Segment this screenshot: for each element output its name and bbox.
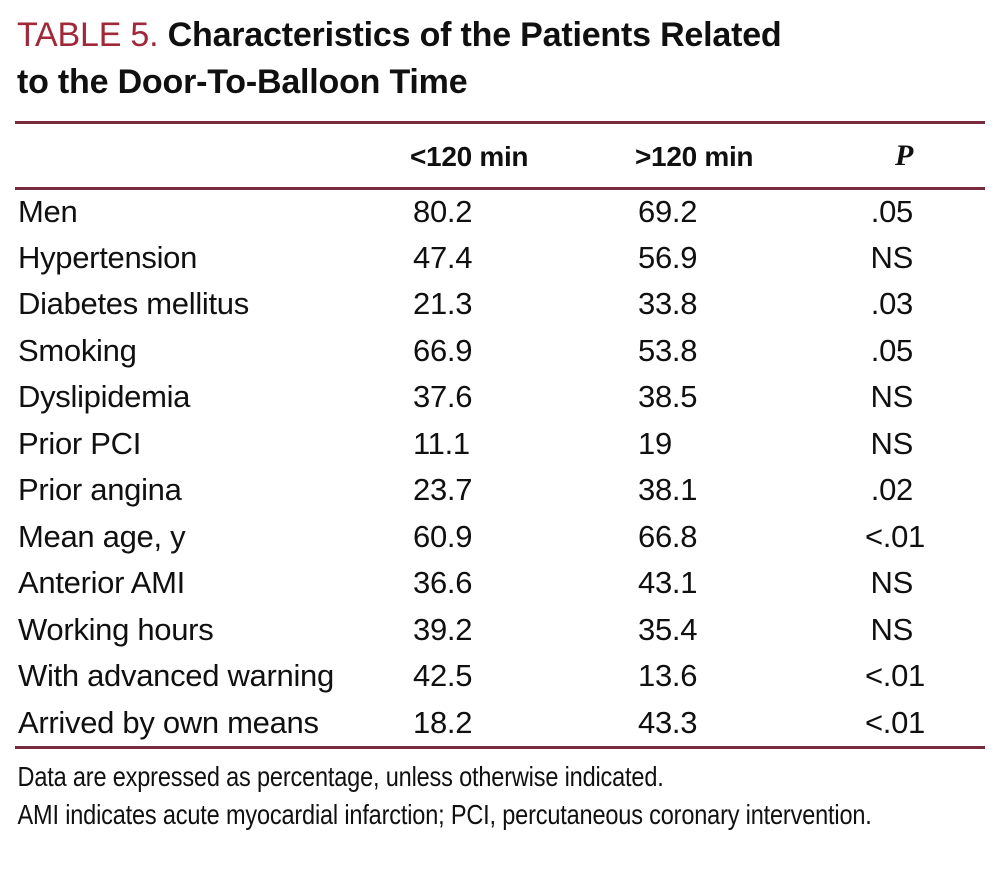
- value-lt120: 47.4: [413, 239, 473, 275]
- table-row: Diabetes mellitus 21.3 33.8 .03: [15, 281, 985, 328]
- row-label: Anterior AMI: [18, 565, 185, 601]
- table-row: Mean age, y 60.9 66.8 <.01: [15, 514, 985, 561]
- table-body: Men 80.2 69.2 .05 Hypertension 47.4 56.9…: [15, 188, 985, 746]
- value-gt120: 43.1: [638, 565, 698, 601]
- value-gt120: 38.1: [638, 472, 698, 508]
- value-gt120: 35.4: [638, 611, 698, 647]
- row-label: Prior PCI: [18, 425, 142, 461]
- value-gt120: 56.9: [638, 239, 698, 275]
- row-label: Dyslipidemia: [18, 379, 191, 415]
- value-lt120: 21.3: [413, 286, 473, 322]
- value-lt120: 60.9: [413, 518, 473, 554]
- footnote-abbreviations: AMI indicates acute myocardial infarctio…: [17, 798, 872, 830]
- top-rule: [15, 121, 985, 124]
- row-label: Diabetes mellitus: [18, 286, 249, 322]
- value-gt120: 69.2: [638, 194, 698, 229]
- value-lt120: 37.6: [413, 379, 473, 415]
- col-header-p-value: P: [865, 124, 985, 190]
- value-gt120: 13.6: [638, 658, 698, 694]
- table-row: Arrived by own means 18.2 43.3 <.01: [15, 700, 985, 747]
- table-title-line2: to the Door-To-Balloon Time: [17, 63, 468, 101]
- row-label: Hypertension: [18, 239, 198, 275]
- value-lt120: 42.5: [413, 658, 473, 694]
- value-lt120: 36.6: [413, 565, 473, 601]
- table-row: Men 80.2 69.2 .05: [15, 188, 985, 235]
- col-header-empty: [15, 124, 410, 190]
- row-label: Smoking: [18, 332, 137, 368]
- table-title: TABLE 5. Characteristics of the Patients…: [17, 12, 985, 106]
- table-row: Prior angina 23.7 38.1 .02: [15, 467, 985, 514]
- value-p: <.01: [865, 518, 925, 554]
- table-header: <120 min >120 min P: [15, 124, 985, 190]
- table-title-line1: Characteristics of the Patients Related: [167, 16, 782, 54]
- value-gt120: 66.8: [638, 518, 698, 554]
- row-label: Arrived by own means: [18, 704, 319, 740]
- table-row: With advanced warning 42.5 13.6 <.01: [15, 653, 985, 700]
- value-lt120: 23.7: [413, 472, 473, 508]
- table-row: Smoking 66.9 53.8 .05: [15, 328, 985, 375]
- row-label: Working hours: [18, 611, 214, 647]
- table-row: Working hours 39.2 35.4 NS: [15, 607, 985, 654]
- value-p: <.01: [865, 658, 925, 694]
- table-row: Anterior AMI 36.6 43.1 NS: [15, 560, 985, 607]
- value-p: NS: [870, 425, 914, 461]
- value-p: .02: [870, 472, 914, 508]
- value-p: NS: [870, 239, 914, 275]
- table-row: Dyslipidemia 37.6 38.5 NS: [15, 374, 985, 421]
- value-p: <.01: [865, 704, 925, 740]
- value-lt120: 80.2: [413, 194, 473, 229]
- patient-characteristics-table: <120 min >120 min P Men 80.2 69.2 .05 Hy…: [15, 124, 985, 746]
- row-label: With advanced warning: [18, 658, 334, 694]
- value-p: .05: [870, 194, 914, 229]
- value-gt120: 19: [638, 425, 672, 461]
- table-row: Hypertension 47.4 56.9 NS: [15, 235, 985, 282]
- header-row: <120 min >120 min P: [15, 124, 985, 190]
- table-row: Prior PCI 11.1 19 NS: [15, 421, 985, 468]
- footnote-percentage: Data are expressed as percentage, unless…: [17, 761, 664, 792]
- value-gt120: 43.3: [638, 704, 698, 740]
- col-header-lt120: <120 min: [410, 124, 635, 190]
- table-number-label: TABLE 5.: [17, 16, 159, 54]
- value-lt120: 39.2: [413, 611, 473, 647]
- value-p: NS: [870, 379, 914, 415]
- bottom-rule: [15, 746, 985, 749]
- value-lt120: 11.1: [413, 425, 470, 461]
- row-label: Mean age, y: [18, 518, 186, 554]
- col-header-gt120: >120 min: [635, 124, 865, 190]
- value-lt120: 18.2: [413, 704, 473, 740]
- value-lt120: 66.9: [413, 332, 473, 368]
- table-footnotes: Data are expressed as percentage, unless…: [15, 758, 985, 833]
- row-label: Prior angina: [18, 472, 182, 508]
- table-card: TABLE 5. Characteristics of the Patients…: [0, 12, 1000, 833]
- value-p: NS: [870, 565, 914, 601]
- value-p: .03: [870, 286, 914, 322]
- row-label: Men: [18, 194, 78, 229]
- value-gt120: 53.8: [638, 332, 698, 368]
- value-gt120: 38.5: [638, 379, 698, 415]
- value-p: .05: [870, 332, 914, 368]
- value-p: NS: [870, 611, 914, 647]
- value-gt120: 33.8: [638, 286, 698, 322]
